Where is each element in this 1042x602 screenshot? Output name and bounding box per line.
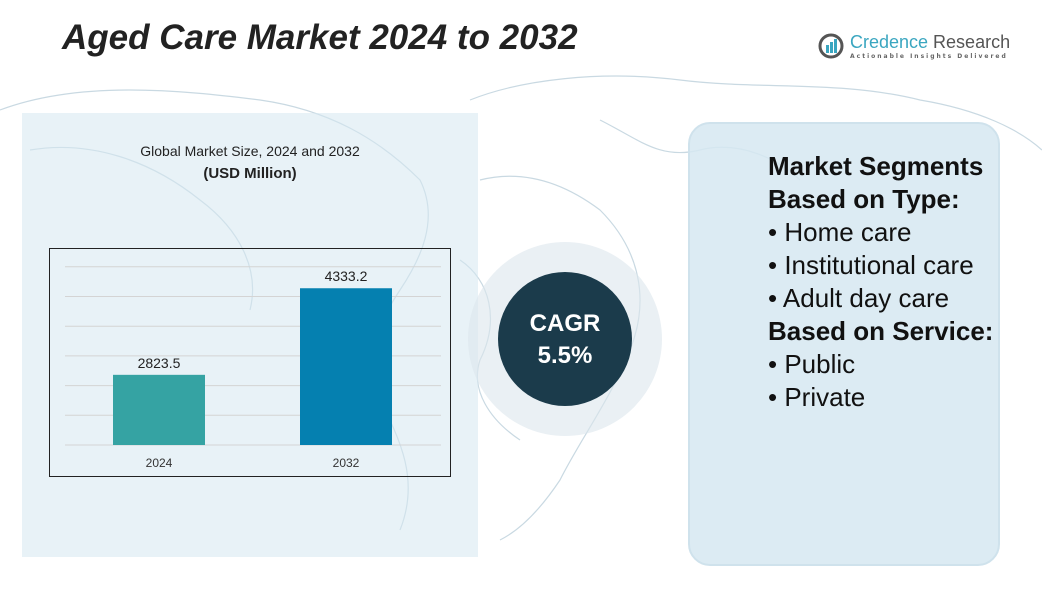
type-item: • Institutional care xyxy=(768,250,974,280)
cagr-label: CAGR xyxy=(529,310,601,337)
chart-subtitle: (USD Million) xyxy=(203,165,297,182)
type-heading: Based on Type: xyxy=(768,184,960,214)
logo-tagline: Actionable Insights Delivered xyxy=(850,53,1008,60)
page-title: Aged Care Market 2024 to 2032 xyxy=(62,18,578,57)
bar-2032 xyxy=(300,288,392,445)
service-item: • Public xyxy=(768,349,856,379)
chart-panel: Global Market Size, 2024 and 2032 (USD M… xyxy=(22,113,478,557)
data-label: 2823.5 xyxy=(138,355,181,371)
cagr-badge: CAGR 5.5% xyxy=(498,272,632,406)
credence-research-logo: Credence Research Actionable Insights De… xyxy=(818,32,1010,60)
service-heading: Based on Service: xyxy=(768,316,994,346)
logo-name-a: Credence xyxy=(850,32,929,52)
bar-chart: 2823.5 2024 4333.2 2032 xyxy=(49,248,451,477)
x-tick-label: 2024 xyxy=(146,456,173,470)
chart-title: Global Market Size, 2024 and 2032 xyxy=(140,143,360,159)
market-segments-panel: Market Segments Based on Type: • Home ca… xyxy=(688,122,1000,566)
segments-heading: Market Segments xyxy=(768,151,984,181)
bar-2024 xyxy=(113,374,205,445)
type-item: • Adult day care xyxy=(768,283,950,313)
type-item: • Home care xyxy=(768,217,912,247)
chart-frame xyxy=(49,248,451,477)
data-label: 4333.2 xyxy=(325,268,368,284)
logo-name-b: Research xyxy=(928,32,1011,52)
x-tick-label: 2032 xyxy=(333,456,360,470)
cagr-value: 5.5% xyxy=(537,342,593,369)
service-item: • Private xyxy=(768,382,866,412)
logo-icon xyxy=(818,33,844,59)
